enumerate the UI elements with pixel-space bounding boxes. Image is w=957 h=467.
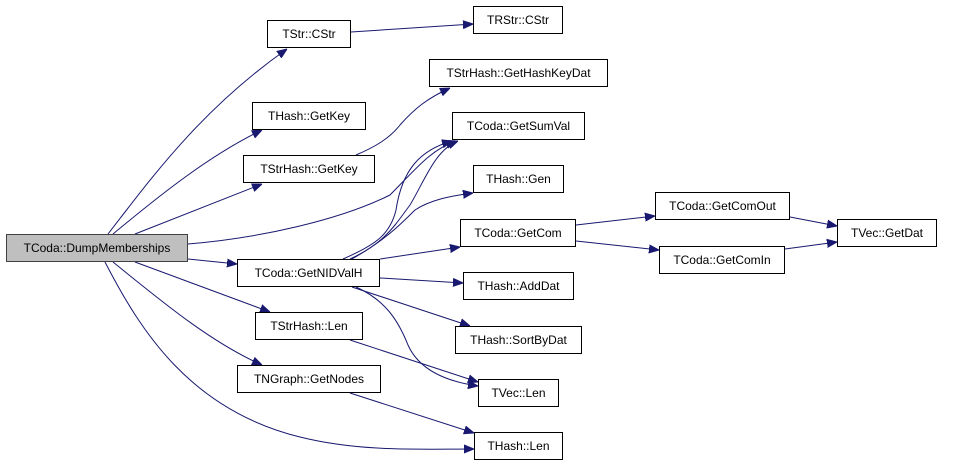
node-thash-sortbydat[interactable]: THash::SortByDat [455, 326, 582, 354]
edge-getcom-getcomin [575, 240, 659, 250]
edge-root-tstr-cstr [107, 49, 287, 235]
edge-getnidvalh-getcom [379, 247, 460, 260]
edge-getnidvalh-thash-sortbydat [351, 286, 470, 326]
edge-tngraph-getnodes-thash-len [349, 392, 474, 433]
node-tcoda-getnidvalh[interactable]: TCoda::GetNIDValH [237, 259, 380, 287]
node-tstrhash-len[interactable]: TStrHash::Len [255, 312, 363, 340]
edge-root-tcoda-getsumval [187, 141, 456, 245]
edge-root-tstrhash-getkey [134, 184, 262, 235]
edge-getnidvalh-thash-gen [351, 193, 473, 260]
edge-getnidvalh-tvec-len [355, 286, 478, 386]
edge-getnidvalh-getsumval [342, 141, 452, 260]
edge-root-tstrhash-len [134, 261, 270, 312]
edge-getnidvalh-thash-adddat [379, 277, 463, 283]
node-tcoda-getcom[interactable]: TCoda::GetCom [460, 219, 576, 247]
edge-root-tngraph-getnodes [112, 261, 262, 365]
node-tngraph-getnodes[interactable]: TNGraph::GetNodes [237, 365, 381, 393]
node-tstrhash-gethashkeydat[interactable]: TStrHash::GetHashKeyDat [429, 59, 608, 87]
edge-root-tcoda-getnidvalh [187, 259, 237, 264]
node-tvec-getdat[interactable]: TVec::GetDat [837, 219, 937, 247]
node-tcoda-getcomout[interactable]: TCoda::GetComOut [655, 192, 790, 220]
node-tvec-len[interactable]: TVec::Len [478, 379, 559, 407]
node-thash-adddat[interactable]: THash::AddDat [463, 272, 574, 300]
node-thash-len[interactable]: THash::Len [474, 432, 563, 460]
edge-root-thash-getkey [112, 130, 262, 235]
node-tcoda-getsumval[interactable]: TCoda::GetSumVal [452, 112, 585, 140]
node-tcoda-dumpmemberships: TCoda::DumpMemberships [6, 234, 188, 262]
edge-getcomout-tvec-getdat [789, 216, 837, 226]
node-thash-gen[interactable]: THash::Gen [473, 165, 564, 193]
edge-getcom-getcomout [575, 216, 655, 226]
edge-tstrhash-len-tvec-len [349, 339, 478, 382]
edge-tstrhash-getkey-gethashkeydat [355, 88, 450, 156]
node-tstrhash-getkey[interactable]: TStrHash::GetKey [243, 155, 375, 183]
edge-getcomin-tvec-getdat [784, 242, 837, 250]
node-tstr-cstr[interactable]: TStr::CStr [267, 20, 351, 48]
node-trstr-cstr[interactable]: TRStr::CStr [473, 6, 563, 34]
edge-root-thash-len [104, 261, 474, 449]
edge-tstr-cstr-trstr-cstr [350, 24, 473, 33]
node-tcoda-getcomin[interactable]: TCoda::GetComIn [659, 246, 785, 274]
node-thash-getkey[interactable]: THash::GetKey [252, 102, 366, 130]
